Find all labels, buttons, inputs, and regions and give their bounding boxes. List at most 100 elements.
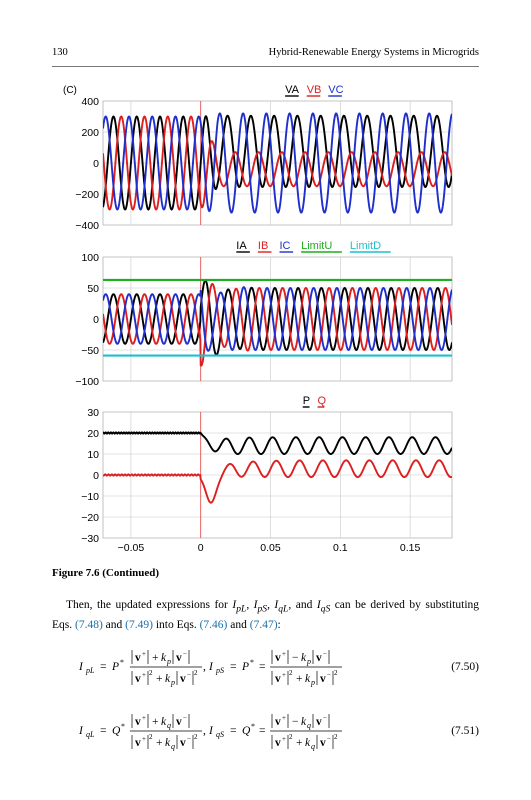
plot-panel-1: 400 200 0 −200 −400 VA VB VC (75, 84, 453, 232)
series-group (103, 431, 452, 504)
eq2-minus1: − (292, 716, 299, 728)
eq1-plus1: + (152, 652, 159, 664)
y-tick-label: −50 (81, 345, 99, 357)
eq1-sup4: − (187, 671, 191, 679)
eq2-sq3: 2 (289, 733, 293, 741)
eq2-ksub3: q (307, 721, 311, 730)
eq1-k1: k (161, 652, 167, 664)
eq1-k4: k (305, 673, 311, 685)
eq2-sq4: 2 (334, 733, 338, 741)
header-rule (52, 66, 479, 67)
eq1-sup5: + (282, 650, 286, 658)
eq2-sup6: − (323, 714, 327, 722)
eq2-sup8: − (327, 735, 331, 743)
eq1-sup7: + (282, 671, 286, 679)
plot-panel-2: 100 50 0 −50 −100 IA IB IC LimitU LimitD (75, 240, 453, 388)
eq2-q2: Q (242, 725, 251, 737)
eq1-v1: v (135, 652, 141, 664)
eq1-sup3: + (142, 671, 146, 679)
eq1-lhs2: I (208, 661, 214, 673)
eq2-v6: v (316, 716, 322, 728)
eq1-v3: v (135, 673, 141, 685)
eq2-sup2: − (183, 714, 187, 722)
y-tick-label: 200 (81, 127, 99, 139)
eq1-comma: , (203, 661, 206, 673)
eq1-sq3: 2 (289, 669, 293, 677)
eq2-k4: k (305, 737, 311, 749)
eq2-sq1: 2 (149, 733, 153, 741)
eq2-lhs2: I (208, 725, 214, 737)
x-tick-label: 0.05 (260, 542, 281, 554)
sym-iql: I (274, 599, 279, 611)
eq1-v6: v (316, 652, 322, 664)
eq2-equals3: = (259, 725, 266, 737)
eq1-plus2: + (156, 673, 163, 685)
eq1-equals2: = (230, 661, 237, 673)
eq2-sup3: + (142, 735, 146, 743)
and-word-3: and (227, 619, 250, 632)
eq1-sq2: 2 (194, 669, 198, 677)
eq1-k2: k (165, 673, 171, 685)
series-line-vb (103, 115, 452, 211)
eq2-v7: v (275, 737, 281, 749)
x-tick-label: 0 (198, 542, 204, 554)
eq1-sq4: 2 (334, 669, 338, 677)
series-line-ic (103, 286, 452, 352)
y-tick-label: 30 (87, 407, 99, 419)
and-word: and (295, 599, 313, 611)
ref-7-46[interactable]: (7.46) (199, 619, 228, 632)
eq2-k3: k (301, 716, 307, 728)
eq1-sup1: + (142, 650, 146, 658)
para-mid: can be derived by substituting Eqs. (52, 599, 480, 632)
sub-pl: pL (236, 603, 247, 615)
x-tick-label: 0.1 (333, 542, 348, 554)
eq2-ksub4: q (311, 742, 315, 751)
eq2-k1: k (161, 716, 167, 728)
eq1-lhs2-sub: pS (215, 666, 224, 675)
series-line-va (103, 114, 452, 211)
eq1-sup2: − (183, 650, 187, 658)
colon: : (277, 619, 281, 632)
eq1-v2: v (176, 652, 182, 664)
eq2-sup1: + (142, 714, 146, 722)
body-paragraph: Then, the updated expressions for IpL, I… (52, 599, 480, 632)
y-tick-label: 400 (81, 96, 99, 108)
sym-iqs: I (316, 599, 321, 611)
sub-ps: pS (257, 603, 268, 615)
y-tick-label: −10 (81, 491, 99, 503)
eq2-ksub1: q (167, 721, 171, 730)
eq2-v5: v (275, 716, 281, 728)
ref-7-49[interactable]: (7.49) (125, 619, 153, 632)
ref-7-48[interactable]: (7.48) (75, 619, 103, 632)
eq1-v7: v (275, 673, 281, 685)
eq2-plus1: + (152, 716, 159, 728)
figure-caption: Figure 7.6 (Continued) (52, 567, 160, 579)
series-line-ib (103, 282, 452, 367)
y-tick-label: −30 (81, 533, 99, 545)
equation-7-51: I qL = Q * v + + k q v − v + 2 + k q v −… (78, 714, 479, 751)
eq1-lhs1: I (78, 661, 84, 673)
equation-7-50: I pL = P * v + + k p v − v + 2 + k p v −… (78, 650, 479, 687)
legend-label: VA (285, 84, 300, 96)
eq1-v4: v (180, 673, 186, 685)
series-line-ia (103, 279, 452, 357)
eq2-sq2: 2 (194, 733, 198, 741)
y-tick-label: 0 (93, 470, 99, 482)
eq1-plus3: + (296, 673, 303, 685)
y-tick-label: −400 (75, 220, 99, 232)
eq1-ksub2: p (170, 678, 175, 687)
legend-label: P (303, 395, 310, 407)
into-word: into Eqs. (152, 619, 200, 632)
eq2-equals2: = (230, 725, 237, 737)
legend-label: IC (280, 240, 291, 252)
page-number: 130 (52, 47, 68, 58)
y-tick-label: 20 (87, 428, 99, 440)
legend-label: Q (318, 395, 327, 407)
eq2-star2: * (251, 722, 255, 731)
eq2-v2: v (176, 716, 182, 728)
eq1-sup8: − (327, 671, 331, 679)
ref-7-47[interactable]: (7.47) (249, 619, 278, 632)
legend-label: VB (307, 84, 322, 96)
eq2-v4: v (180, 737, 186, 749)
